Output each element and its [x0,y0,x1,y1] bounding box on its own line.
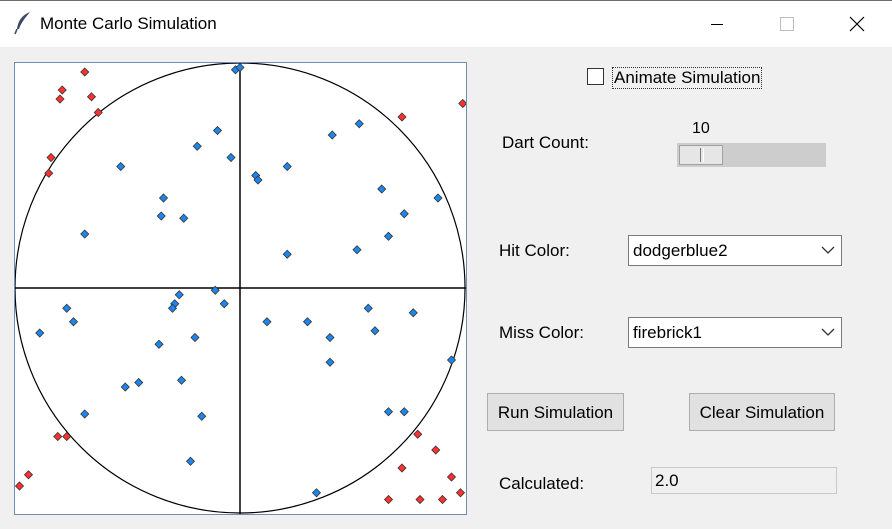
hit-dot [302,317,313,327]
hit-dot [383,231,394,241]
miss-dot [458,98,466,109]
calculated-label: Calculated: [499,474,585,493]
minimize-button[interactable] [682,1,752,47]
feather-icon [14,12,30,35]
dart-dots [15,63,466,505]
hit-dot [377,184,387,194]
hit-dot [176,375,187,385]
hit-dot [190,332,200,343]
miss-dot [53,431,63,442]
hit-dot [408,308,418,318]
hit-dot [154,339,164,349]
hit-dot [174,290,184,300]
hit-dot [212,125,223,136]
close-button[interactable] [822,1,892,47]
run-simulation-button[interactable]: Run Simulation [487,393,624,431]
animate-checkbox-box[interactable] [587,68,604,85]
hit-dot [282,249,292,259]
hit-dot [399,407,409,417]
hit-dot [327,130,337,140]
hit-color-value: dodgerblue2 [633,241,728,260]
hit-dot [158,193,169,203]
miss-dot [413,429,423,439]
dart-count-slider-thumb[interactable] [679,145,723,165]
calculated-value: 2.0 [655,471,679,490]
dart-count-label: Dart Count: [502,133,589,152]
maximize-icon [780,17,794,31]
hit-dot [156,211,166,221]
hit-dot [210,285,220,295]
miss-dot [431,445,441,455]
hit-dot [282,161,292,172]
miss-dot [62,431,72,442]
clear-simulation-button[interactable]: Clear Simulation [689,393,835,431]
hit-color-dropdown[interactable]: dodgerblue2 [628,235,842,266]
animate-checkbox-label[interactable]: Animate Simulation [612,67,763,89]
miss-dot [446,472,457,482]
hit-dot [80,409,90,419]
miss-dot [80,67,90,77]
hit-dot [219,299,229,309]
minimize-icon [711,24,723,25]
hit-dot [167,303,178,313]
miss-dot [55,94,65,104]
hit-dot [399,209,409,219]
miss-color-value: firebrick1 [633,323,702,342]
miss-dot [93,107,103,118]
maximize-button[interactable] [752,1,822,47]
hit-dot [226,152,236,163]
hit-dot [262,317,272,327]
hit-dot [370,326,380,336]
hit-dot [253,175,263,185]
hit-dot [116,161,126,172]
hit-dot [325,357,335,367]
title-bar[interactable]: Monte Carlo Simulation [0,0,892,47]
hit-dot [80,229,90,239]
dart-count-value: 10 [692,120,710,137]
close-icon [849,16,865,32]
hit-dot [185,456,196,466]
hit-dot [68,317,79,327]
hit-dot [120,382,130,392]
miss-dot [23,470,34,480]
hit-dot [62,303,72,313]
miss-dot [57,85,67,95]
hit-dot [325,332,335,343]
hit-dot [446,355,457,365]
miss-dot [397,463,407,473]
hit-color-label: Hit Color: [499,241,570,260]
miss-dot [86,92,97,102]
hit-dot [235,63,245,73]
hit-dot [352,245,362,255]
window-title: Monte Carlo Simulation [40,14,217,33]
simulation-plot [15,63,466,514]
hit-dot [433,193,443,203]
simulation-canvas[interactable] [14,62,467,515]
miss-color-dropdown[interactable]: firebrick1 [628,317,842,348]
miss-dot [455,488,466,498]
miss-dot [415,494,425,505]
chevron-down-icon [821,328,835,336]
miss-dot [15,481,25,491]
miss-dot [383,494,394,505]
miss-color-label: Miss Color: [499,323,585,342]
hit-dot [179,213,189,223]
miss-dot [437,494,448,505]
hit-dot [363,303,373,313]
chevron-down-icon [821,246,835,254]
miss-dot [397,112,407,122]
miss-dot [44,168,54,178]
hit-dot [383,407,394,417]
hit-dot [197,411,207,421]
hit-dot [192,141,202,151]
hit-dot [134,377,144,388]
hit-dot [35,328,45,338]
calculated-field[interactable]: 2.0 [651,467,837,494]
hit-dot [311,488,322,498]
miss-dot [46,152,56,163]
hit-dot [354,119,364,129]
